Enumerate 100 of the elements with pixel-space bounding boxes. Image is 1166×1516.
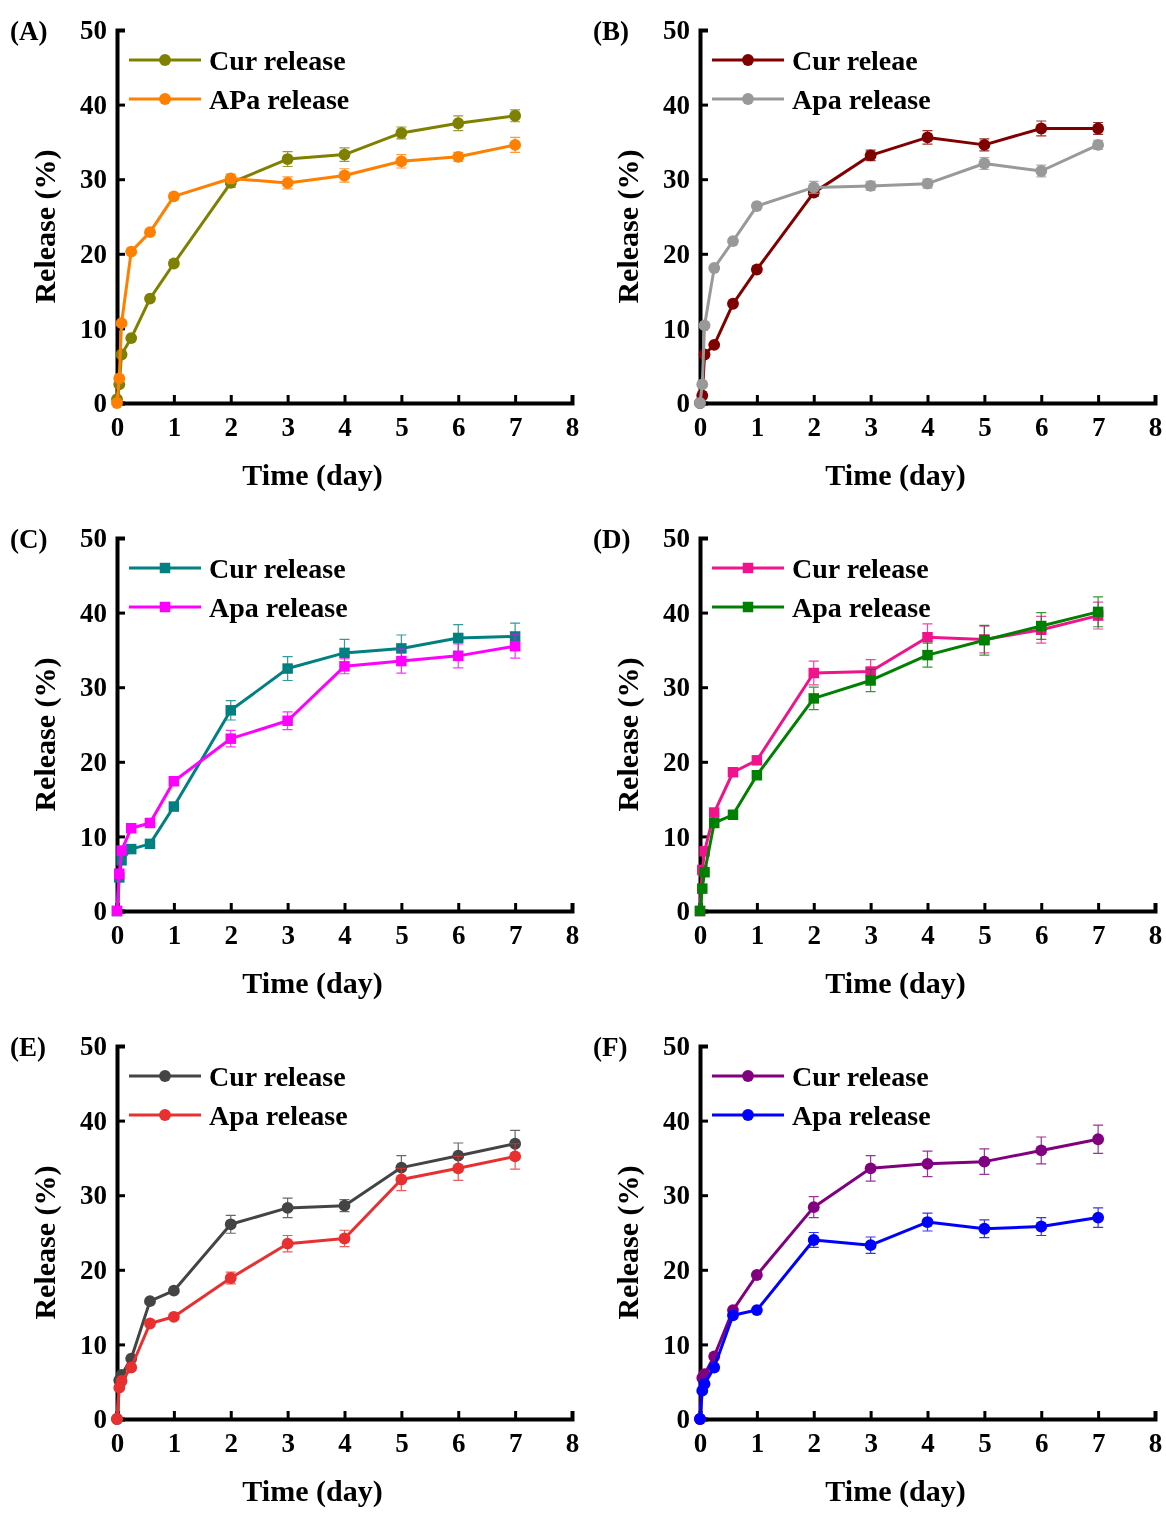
y-axis-title: Release (%) (28, 149, 62, 304)
x-tick-label: 8 (1148, 1428, 1163, 1459)
x-tick-label: 7 (1091, 1428, 1106, 1459)
x-tick-label: 2 (224, 412, 238, 443)
x-tick-label: 3 (864, 920, 878, 951)
x-tick-label: 5 (395, 1428, 409, 1459)
y-tick-label: 50 (80, 523, 107, 554)
y-tick-label: 40 (663, 89, 690, 120)
y-tick-label: 10 (80, 313, 107, 344)
y-tick-label: 40 (663, 1105, 690, 1136)
x-tick-label: 3 (864, 412, 878, 443)
y-tick-label: 10 (663, 1329, 690, 1360)
legend-label: Apa release (792, 1100, 931, 1131)
y-tick-label: 50 (80, 15, 107, 46)
x-tick-label: 6 (1035, 1428, 1049, 1459)
y-tick-label: 40 (80, 597, 107, 628)
y-tick-label: 0 (676, 388, 690, 419)
x-tick-label: 5 (395, 412, 409, 443)
y-tick-label: 0 (93, 1404, 107, 1435)
y-axis-title: Release (%) (28, 1165, 62, 1320)
y-tick-label: 30 (663, 1180, 690, 1211)
x-tick-label: 8 (565, 920, 580, 951)
y-tick-label: 0 (676, 1404, 690, 1435)
y-tick-label: 0 (676, 896, 690, 927)
chart-title: (E) (10, 1032, 46, 1062)
x-tick-label: 6 (452, 412, 466, 443)
x-tick-label: 6 (1035, 920, 1049, 951)
x-tick-label: 8 (1148, 920, 1163, 951)
y-axis-title: Release (%) (611, 149, 645, 304)
y-tick-label: 20 (80, 746, 107, 777)
y-tick-label: 50 (663, 1031, 690, 1062)
x-tick-label: 4 (921, 1428, 935, 1459)
y-tick-label: 30 (663, 164, 690, 195)
legend-label: APa release (209, 84, 350, 115)
chart-title: (F) (593, 1032, 628, 1062)
x-axis-title: Time (day) (242, 1474, 383, 1508)
y-tick-label: 10 (663, 313, 690, 344)
y-axis-title: Release (%) (28, 657, 62, 812)
legend-label: Cur release (209, 45, 346, 76)
x-tick-label: 3 (281, 920, 295, 951)
x-tick-label: 4 (921, 920, 935, 951)
x-tick-label: 6 (1035, 412, 1049, 443)
x-tick-label: 2 (807, 412, 821, 443)
x-tick-label: 7 (1091, 920, 1106, 951)
x-axis-title: Time (day) (825, 1474, 966, 1508)
x-tick-label: 4 (338, 1428, 352, 1459)
x-tick-label: 7 (508, 412, 523, 443)
y-tick-label: 30 (663, 672, 690, 703)
y-tick-label: 50 (80, 1031, 107, 1062)
chart-title: (D) (593, 524, 631, 554)
x-tick-label: 1 (750, 1428, 765, 1459)
x-tick-label: 5 (395, 920, 409, 951)
x-tick-label: 5 (978, 1428, 992, 1459)
x-tick-label: 8 (565, 412, 580, 443)
x-tick-label: 6 (452, 1428, 466, 1459)
x-tick-label: 3 (281, 412, 295, 443)
x-axis-title: Time (day) (825, 966, 966, 1000)
x-tick-label: 2 (807, 1428, 821, 1459)
x-tick-label: 1 (750, 412, 765, 443)
y-tick-label: 30 (80, 1180, 107, 1211)
legend-label: Cur release (209, 1061, 346, 1092)
y-tick-label: 30 (80, 672, 107, 703)
y-tick-label: 50 (663, 15, 690, 46)
legend-label: Apa release (792, 84, 931, 115)
y-tick-label: 0 (93, 388, 107, 419)
legend-label: Cur release (792, 553, 929, 584)
legend-label: Apa release (209, 592, 348, 623)
x-tick-label: 5 (978, 920, 992, 951)
y-tick-label: 40 (663, 597, 690, 628)
x-tick-label: 3 (864, 1428, 878, 1459)
x-axis-title: Time (day) (825, 458, 966, 492)
y-tick-label: 20 (663, 1254, 690, 1285)
x-tick-label: 6 (452, 920, 466, 951)
legend-label: Cur releae (792, 45, 918, 76)
chart-title: (C) (10, 524, 48, 554)
x-tick-label: 4 (338, 920, 352, 951)
legend-label: Apa release (209, 1100, 348, 1131)
y-tick-label: 30 (80, 164, 107, 195)
x-tick-label: 1 (167, 412, 182, 443)
x-tick-label: 1 (167, 920, 182, 951)
x-tick-label: 8 (565, 1428, 580, 1459)
y-tick-label: 40 (80, 89, 107, 120)
y-axis-title: Release (%) (611, 1165, 645, 1320)
y-tick-label: 10 (80, 1329, 107, 1360)
y-tick-label: 10 (663, 821, 690, 852)
x-tick-label: 2 (807, 920, 821, 951)
x-tick-label: 7 (508, 1428, 523, 1459)
y-tick-label: 20 (80, 1254, 107, 1285)
x-tick-label: 1 (167, 1428, 182, 1459)
legend-label: Cur release (792, 1061, 929, 1092)
y-axis-title: Release (%) (611, 657, 645, 812)
x-tick-label: 1 (750, 920, 765, 951)
x-tick-label: 2 (224, 920, 238, 951)
y-tick-label: 20 (663, 746, 690, 777)
x-tick-label: 4 (921, 412, 935, 443)
legend-label: Cur release (209, 553, 346, 584)
chart-title: (A) (10, 16, 48, 46)
x-axis-title: Time (day) (242, 458, 383, 492)
x-tick-label: 2 (224, 1428, 238, 1459)
x-tick-label: 8 (1148, 412, 1163, 443)
